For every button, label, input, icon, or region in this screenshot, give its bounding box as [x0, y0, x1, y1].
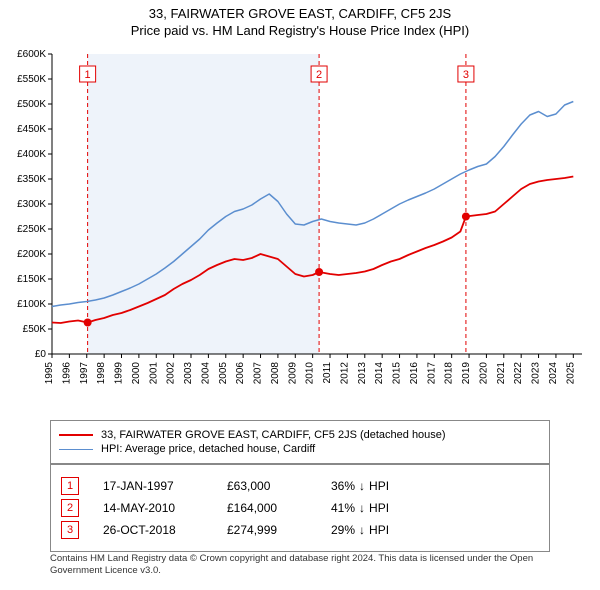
svg-text:£300K: £300K — [17, 199, 46, 210]
svg-text:£600K: £600K — [17, 49, 46, 60]
event-delta-label: HPI — [369, 501, 389, 515]
svg-text:£450K: £450K — [17, 124, 46, 135]
legend-row: 33, FAIRWATER GROVE EAST, CARDIFF, CF5 2… — [59, 429, 541, 441]
svg-text:1997: 1997 — [79, 362, 90, 385]
event-price: £274,999 — [227, 523, 307, 537]
svg-text:2001: 2001 — [148, 362, 159, 385]
event-row: 1 17-JAN-1997 £63,000 36% ↓ HPI — [61, 477, 539, 495]
svg-text:2020: 2020 — [478, 362, 489, 385]
event-row: 3 26-OCT-2018 £274,999 29% ↓ HPI — [61, 521, 539, 539]
svg-text:£50K: £50K — [23, 324, 47, 335]
event-delta-pct: 41% — [331, 501, 355, 515]
svg-text:2025: 2025 — [565, 362, 576, 385]
svg-text:2010: 2010 — [305, 362, 316, 385]
svg-text:2013: 2013 — [357, 362, 368, 385]
svg-text:1998: 1998 — [96, 362, 107, 385]
svg-text:2000: 2000 — [131, 362, 142, 385]
event-delta-pct: 36% — [331, 479, 355, 493]
svg-text:£550K: £550K — [17, 74, 46, 85]
attribution-text: Contains HM Land Registry data © Crown c… — [50, 553, 550, 578]
legend-box: 33, FAIRWATER GROVE EAST, CARDIFF, CF5 2… — [50, 420, 550, 464]
svg-text:2022: 2022 — [513, 362, 524, 385]
legend-swatch — [59, 434, 93, 436]
event-delta-label: HPI — [369, 523, 389, 537]
svg-text:£350K: £350K — [17, 174, 46, 185]
svg-text:2003: 2003 — [183, 362, 194, 385]
event-date: 17-JAN-1997 — [103, 479, 203, 493]
svg-text:2007: 2007 — [253, 362, 264, 385]
arrow-down-icon: ↓ — [359, 501, 365, 515]
svg-text:2004: 2004 — [200, 362, 211, 385]
page-root: 33, FAIRWATER GROVE EAST, CARDIFF, CF5 2… — [0, 0, 600, 590]
svg-text:2: 2 — [316, 69, 322, 81]
event-delta: 36% ↓ HPI — [331, 479, 389, 493]
svg-text:2023: 2023 — [531, 362, 542, 385]
legend-label: 33, FAIRWATER GROVE EAST, CARDIFF, CF5 2… — [101, 429, 446, 441]
svg-text:£250K: £250K — [17, 224, 46, 235]
svg-text:2024: 2024 — [548, 362, 559, 385]
event-delta-label: HPI — [369, 479, 389, 493]
svg-text:1995: 1995 — [44, 362, 55, 385]
legend-swatch — [59, 449, 93, 450]
event-marker: 2 — [61, 499, 79, 517]
svg-text:1996: 1996 — [61, 362, 72, 385]
svg-text:3: 3 — [463, 69, 469, 81]
svg-text:£0: £0 — [35, 349, 47, 360]
svg-text:1: 1 — [85, 69, 91, 81]
event-price: £164,000 — [227, 501, 307, 515]
event-date: 26-OCT-2018 — [103, 523, 203, 537]
svg-text:2021: 2021 — [496, 362, 507, 385]
title-line-2: Price paid vs. HM Land Registry's House … — [0, 23, 600, 38]
event-row: 2 14-MAY-2010 £164,000 41% ↓ HPI — [61, 499, 539, 517]
legend-row: HPI: Average price, detached house, Card… — [59, 443, 541, 455]
title-block: 33, FAIRWATER GROVE EAST, CARDIFF, CF5 2… — [0, 0, 600, 38]
arrow-down-icon: ↓ — [359, 523, 365, 537]
svg-text:2006: 2006 — [235, 362, 246, 385]
svg-text:2005: 2005 — [218, 362, 229, 385]
svg-text:2019: 2019 — [461, 362, 472, 385]
event-date: 14-MAY-2010 — [103, 501, 203, 515]
event-marker: 1 — [61, 477, 79, 495]
svg-text:2017: 2017 — [426, 362, 437, 385]
event-delta: 41% ↓ HPI — [331, 501, 389, 515]
event-price: £63,000 — [227, 479, 307, 493]
svg-text:2009: 2009 — [287, 362, 298, 385]
svg-text:2002: 2002 — [166, 362, 177, 385]
svg-text:£150K: £150K — [17, 274, 46, 285]
event-delta-pct: 29% — [331, 523, 355, 537]
svg-text:£200K: £200K — [17, 249, 46, 260]
svg-text:£400K: £400K — [17, 149, 46, 160]
svg-text:2015: 2015 — [392, 362, 403, 385]
svg-text:2016: 2016 — [409, 362, 420, 385]
title-line-1: 33, FAIRWATER GROVE EAST, CARDIFF, CF5 2… — [0, 6, 600, 21]
svg-text:2014: 2014 — [374, 362, 385, 385]
svg-text:£100K: £100K — [17, 299, 46, 310]
event-marker: 3 — [61, 521, 79, 539]
arrow-down-icon: ↓ — [359, 479, 365, 493]
svg-text:1999: 1999 — [114, 362, 125, 385]
event-delta: 29% ↓ HPI — [331, 523, 389, 537]
svg-text:2018: 2018 — [444, 362, 455, 385]
svg-text:£500K: £500K — [17, 99, 46, 110]
events-table: 1 17-JAN-1997 £63,000 36% ↓ HPI 2 14-MAY-2010 £1… — [50, 464, 550, 552]
svg-text:2012: 2012 — [339, 362, 350, 385]
svg-text:2011: 2011 — [322, 362, 333, 384]
chart-svg: £0 £50K £100K £150K £200K £250K £300K £350K £400… — [10, 48, 590, 408]
price-chart: £0 £50K £100K £150K £200K £250K £300K £350K £400… — [10, 48, 590, 408]
legend-label: HPI: Average price, detached house, Card… — [101, 443, 315, 455]
svg-text:2008: 2008 — [270, 362, 281, 385]
